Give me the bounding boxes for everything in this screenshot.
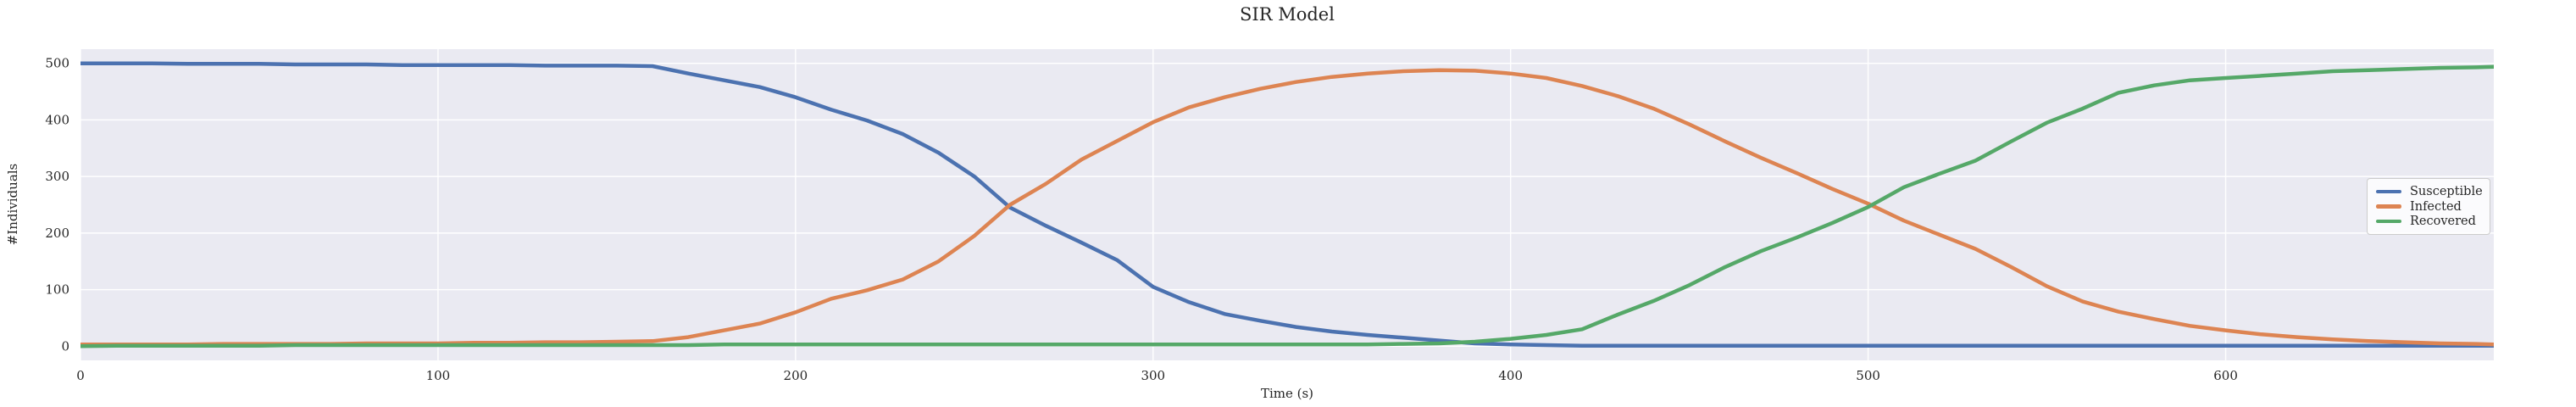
y-tick-label: 0 <box>61 338 69 354</box>
chart-title: SIR Model <box>1240 4 1335 25</box>
x-tick-label: 0 <box>76 368 85 383</box>
legend-swatch-susceptible <box>2376 189 2401 194</box>
x-tick-label: 200 <box>784 368 808 383</box>
legend-label: Susceptible <box>2410 185 2483 198</box>
x-tick-label: 600 <box>2213 368 2238 383</box>
legend-item-susceptible: Susceptible <box>2376 185 2483 198</box>
legend-label: Recovered <box>2410 215 2476 228</box>
plot-area <box>80 49 2494 360</box>
series-line-recovered <box>80 64 2494 348</box>
y-tick-label: 100 <box>45 282 69 298</box>
x-tick-label: 100 <box>426 368 451 383</box>
series-line-infected <box>80 68 2494 347</box>
legend-swatch-infected <box>2376 204 2401 209</box>
legend-item-infected: Infected <box>2376 200 2481 214</box>
x-axis-label: Time (s) <box>1260 386 1314 401</box>
legend-swatch-recovered <box>2376 219 2401 224</box>
y-tick-label: 400 <box>45 112 69 127</box>
y-tick-label: 500 <box>45 56 69 71</box>
y-tick-label: 300 <box>45 169 69 184</box>
legend-label: Infected <box>2410 199 2462 214</box>
x-tick-label: 400 <box>1498 368 1523 383</box>
x-tick-label: 300 <box>1141 368 1165 383</box>
legend-item-recovered: Recovered <box>2376 215 2481 228</box>
legend: Susceptible Infected Recovered <box>2367 178 2490 235</box>
series-line-susceptible <box>80 61 2494 348</box>
y-axis-label: #Individuals <box>5 163 20 246</box>
x-tick-label: 500 <box>1856 368 1880 383</box>
y-tick-label: 200 <box>45 226 69 241</box>
